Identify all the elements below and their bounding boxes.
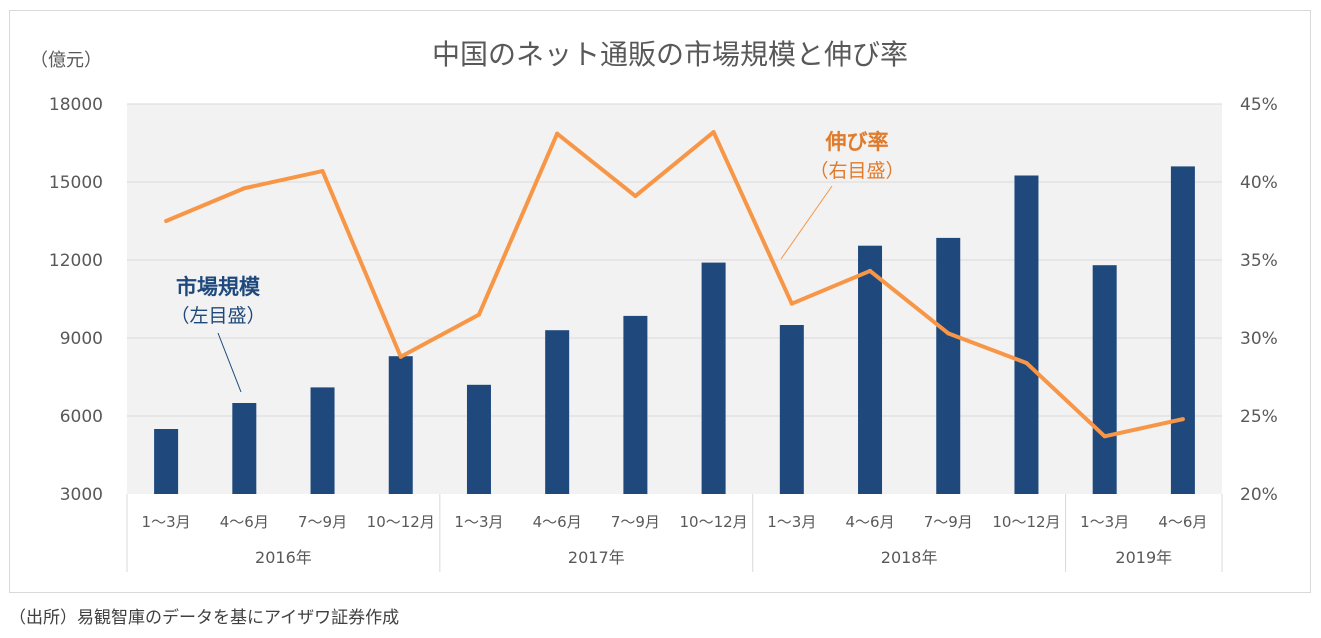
bar-callout-leader <box>217 332 242 393</box>
bar <box>154 429 179 494</box>
line-point <box>476 312 481 317</box>
line-point <box>242 186 247 191</box>
x-tick-label: 7～9月 <box>298 513 347 531</box>
year-group-label: 2016年 <box>255 548 312 567</box>
x-tick-label: 1～3月 <box>767 513 816 531</box>
line-series <box>164 130 1185 439</box>
line-point <box>633 194 638 199</box>
bar-series-axis-note: （左目盛） <box>170 305 265 327</box>
bar <box>779 325 804 494</box>
bar <box>1092 265 1117 494</box>
axis-labels: 1～3月 4～6月 7～9月 10～12月 1～3月 4～6月 7～9月 10～12月 1～3月… <box>142 513 1208 567</box>
bar <box>623 315 648 494</box>
x-tick-label: 1～3月 <box>454 513 503 531</box>
bar <box>466 384 491 494</box>
line-point <box>555 131 560 136</box>
line-series-axis-note: （右目盛） <box>809 160 904 182</box>
line-point <box>789 301 794 306</box>
x-tick-label: 7～9月 <box>611 513 660 531</box>
category-axis-table <box>126 494 1223 572</box>
growth-rate-line <box>165 130 1184 439</box>
x-tick-label: 4～6月 <box>1158 513 1207 531</box>
line-point <box>868 268 873 273</box>
line-point <box>398 354 403 359</box>
y-right-tick-label: 20% <box>1240 485 1278 505</box>
line-point <box>1180 417 1185 422</box>
bar-series-label: 市場規模 <box>176 275 261 299</box>
y-right-tick-label: 35% <box>1240 251 1278 271</box>
bar <box>701 262 726 494</box>
source-note: （出所）易観智庫のデータを基にアイザワ証券作成 <box>9 608 400 628</box>
chart: 18000 45% 15000 40% 12000 35% 9000 30% 6000 25% 30… <box>30 38 1278 572</box>
line-point <box>946 331 951 336</box>
line-series-label: 伸び率 <box>825 130 889 154</box>
x-tick-label: 1～3月 <box>1080 513 1129 531</box>
year-group-label: 2018年 <box>881 548 938 567</box>
x-tick-label: 10～12月 <box>680 513 748 531</box>
y-axis-left-label: （億元） <box>30 50 102 71</box>
year-group-label: 2017年 <box>568 548 625 567</box>
line-callout-leader <box>780 185 833 260</box>
y-right-tick-label: 40% <box>1240 173 1278 193</box>
bar <box>310 387 335 494</box>
bar <box>1014 175 1039 494</box>
line-point <box>164 219 169 223</box>
y-left-tick-label: 6000 <box>60 407 103 427</box>
bar <box>232 403 257 494</box>
x-tick-label: 10～12月 <box>367 513 435 531</box>
axis-ticks: 18000 45% 15000 40% 12000 35% 9000 30% 6000 25% 30… <box>49 95 1278 505</box>
x-tick-label: 4～6月 <box>533 513 582 531</box>
plot-area <box>127 104 1222 494</box>
line-point <box>1102 434 1107 439</box>
x-tick-label: 1～3月 <box>142 513 191 531</box>
bar <box>936 237 961 494</box>
bar-series <box>154 166 1195 494</box>
x-tick-label: 7～9月 <box>924 513 973 531</box>
line-point <box>320 169 325 174</box>
bar <box>1170 166 1195 494</box>
gridlines <box>127 103 1222 417</box>
y-right-tick-label: 45% <box>1240 95 1278 115</box>
bar <box>388 356 413 494</box>
line-point <box>711 130 716 135</box>
chart-title: 中国のネット通販の市場規模と伸び率 <box>432 38 908 71</box>
year-group-label: 2019年 <box>1115 548 1172 567</box>
y-left-tick-label: 9000 <box>60 329 103 349</box>
line-point <box>1024 360 1029 365</box>
bar <box>545 330 570 494</box>
bar <box>858 245 883 494</box>
y-left-tick-label: 12000 <box>49 251 103 271</box>
y-right-tick-label: 30% <box>1240 329 1278 349</box>
x-tick-label: 4～6月 <box>220 513 269 531</box>
y-left-tick-label: 3000 <box>60 485 103 505</box>
y-left-tick-label: 15000 <box>49 173 103 193</box>
x-tick-label: 4～6月 <box>845 513 894 531</box>
x-tick-label: 10～12月 <box>992 513 1060 531</box>
y-right-tick-label: 25% <box>1240 407 1278 427</box>
y-left-tick-label: 18000 <box>49 95 103 115</box>
